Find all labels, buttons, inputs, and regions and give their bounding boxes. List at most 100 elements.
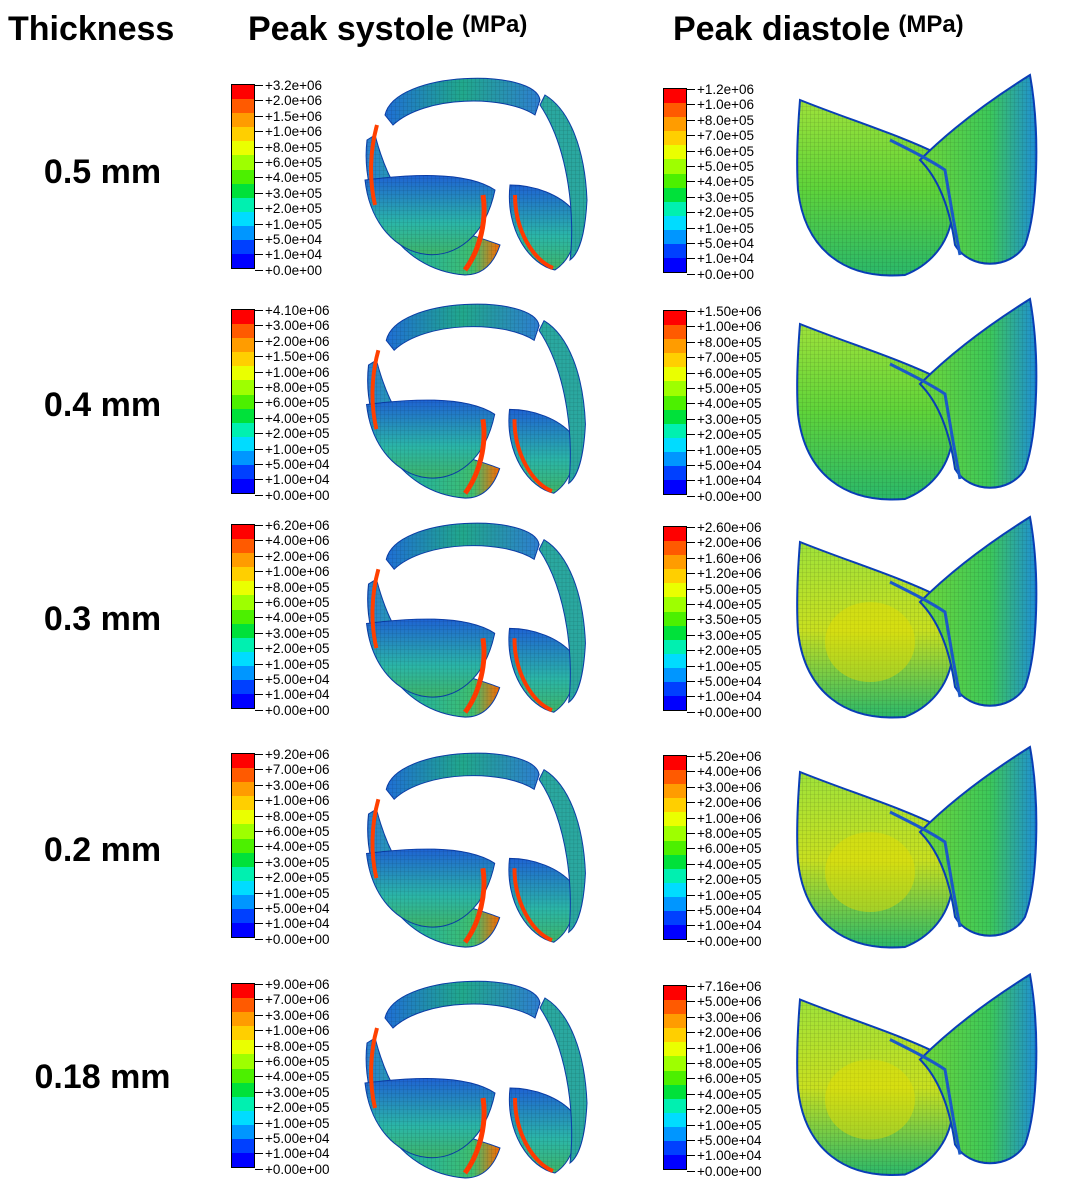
legend-label: +1.60e+06 xyxy=(697,550,762,566)
legend-label: +1.00e+04 xyxy=(697,473,762,489)
legend-tick xyxy=(687,150,695,152)
color-scale-segment xyxy=(232,553,254,568)
color-scale-bar xyxy=(231,983,255,1169)
legend-label: +5.00e+04 xyxy=(265,672,330,687)
legend-tick xyxy=(687,243,695,244)
color-scale-segment xyxy=(232,465,254,480)
legend-label: +1.00e+04 xyxy=(265,472,330,488)
legend-tick xyxy=(687,403,695,405)
legend-label: +5.00e+04 xyxy=(697,903,762,918)
legend-tick xyxy=(687,227,695,229)
legend-tick xyxy=(255,831,263,832)
color-scale-segment xyxy=(232,127,254,142)
color-scale-segment xyxy=(664,756,686,771)
thickness-label-row-1: 0.5 mm xyxy=(43,153,162,191)
color-scale-segment xyxy=(232,623,254,638)
legend-label: +0.00e+00 xyxy=(697,1163,762,1179)
color-scale-bar xyxy=(231,309,255,495)
color-scale-segment xyxy=(232,1124,254,1140)
legend-label: +5.00e+04 xyxy=(697,458,762,473)
color-scale-segment xyxy=(232,1012,254,1027)
color-scale-segment xyxy=(664,639,686,654)
legend-label: +5.00e+06 xyxy=(697,994,762,1010)
color-scale-segment xyxy=(232,310,254,325)
legend-tick xyxy=(687,925,695,927)
legend-label: +1.2e+06 xyxy=(697,82,755,97)
legend-tick xyxy=(255,1107,263,1109)
legend-label: +6.00e+05 xyxy=(697,1071,762,1087)
color-scale-segment xyxy=(664,159,686,174)
legend-tick xyxy=(255,371,263,373)
color-scale-segment xyxy=(232,394,254,409)
color-scale-segment xyxy=(232,637,254,652)
legend-label: +8.00e+05 xyxy=(265,808,330,824)
diastole-header: Peak diastole xyxy=(673,10,891,48)
legend-tick xyxy=(255,892,263,894)
color-scale-segment xyxy=(664,541,686,556)
color-scale-segment xyxy=(664,437,686,452)
legend-tick xyxy=(255,525,263,526)
legend-tick xyxy=(255,464,263,465)
color-scale-segment xyxy=(232,796,254,811)
legend-label: +4.00e+05 xyxy=(265,839,330,855)
legend-label: +6.00e+05 xyxy=(265,824,330,839)
color-scale-segment xyxy=(664,1028,686,1043)
color-scale-segment xyxy=(232,1096,254,1111)
legend-label: +9.00e+06 xyxy=(265,977,330,992)
color-scale-segment xyxy=(664,812,686,827)
legend-label: +5.0e+04 xyxy=(697,236,755,251)
color-scale-segment xyxy=(664,325,686,340)
legend-label: +1.0e+04 xyxy=(265,247,323,263)
legend-label: +5.00e+04 xyxy=(697,674,762,689)
color-scale-segment xyxy=(664,1014,686,1029)
legend-tick xyxy=(687,273,695,275)
legend-tick xyxy=(687,326,695,328)
legend-tick xyxy=(255,479,263,481)
color-scale-segment xyxy=(664,1056,686,1071)
legend-tick xyxy=(255,938,263,940)
legend-label: +8.00e+05 xyxy=(265,380,330,395)
legend-label: +8.0e+05 xyxy=(265,139,323,155)
color-scale-bar xyxy=(231,84,255,270)
legend-label: +6.20e+06 xyxy=(265,518,330,533)
legend-tick xyxy=(255,908,263,909)
color-scale-segment xyxy=(664,1000,686,1015)
legend-tick xyxy=(687,986,695,987)
legend-label: +3.00e+06 xyxy=(697,1009,762,1025)
legend-label: +0.00e+00 xyxy=(265,931,330,947)
legend-tick xyxy=(255,494,263,496)
legend-label: +1.5e+06 xyxy=(265,108,323,124)
legend-label: +8.00e+05 xyxy=(697,334,762,350)
color-scale-segment xyxy=(664,653,686,668)
color-scale-segment xyxy=(232,450,254,466)
legend-label: +5.00e+05 xyxy=(697,581,762,597)
color-scale-segment xyxy=(664,173,686,188)
legend-label: +0.00e+00 xyxy=(697,488,762,504)
legend-label: +2.0e+06 xyxy=(265,93,323,109)
legend-label: +4.00e+05 xyxy=(697,597,762,612)
color-scale-segment xyxy=(664,353,686,368)
color-scale-segment xyxy=(232,595,254,610)
color-scale-segment xyxy=(664,798,686,813)
legend-tick xyxy=(687,894,695,896)
legend-label: +2.00e+05 xyxy=(697,427,762,443)
legend-tick xyxy=(255,617,263,619)
legend-tick xyxy=(687,619,695,621)
legend-label: +0.00e+00 xyxy=(697,933,762,949)
color-scale-segment xyxy=(232,824,254,839)
legend-tick xyxy=(687,1016,695,1018)
legend-tick xyxy=(687,910,695,911)
legend-label: +1.00e+05 xyxy=(697,658,762,674)
color-scale-segment xyxy=(232,1110,254,1125)
legend-tick xyxy=(255,984,263,985)
legend-label: +6.00e+05 xyxy=(265,395,330,411)
legend-label: +1.0e+05 xyxy=(697,220,755,236)
legend-tick xyxy=(255,254,263,256)
legend-tick xyxy=(255,1138,263,1139)
legend-tick xyxy=(255,754,263,755)
color-scale-segment xyxy=(664,555,686,570)
legend-label: +1.00e+06 xyxy=(265,1023,330,1039)
color-scale-segment xyxy=(664,1070,686,1085)
legend-label: +1.0e+06 xyxy=(265,124,323,140)
legend-label: +7.0e+05 xyxy=(697,128,755,144)
